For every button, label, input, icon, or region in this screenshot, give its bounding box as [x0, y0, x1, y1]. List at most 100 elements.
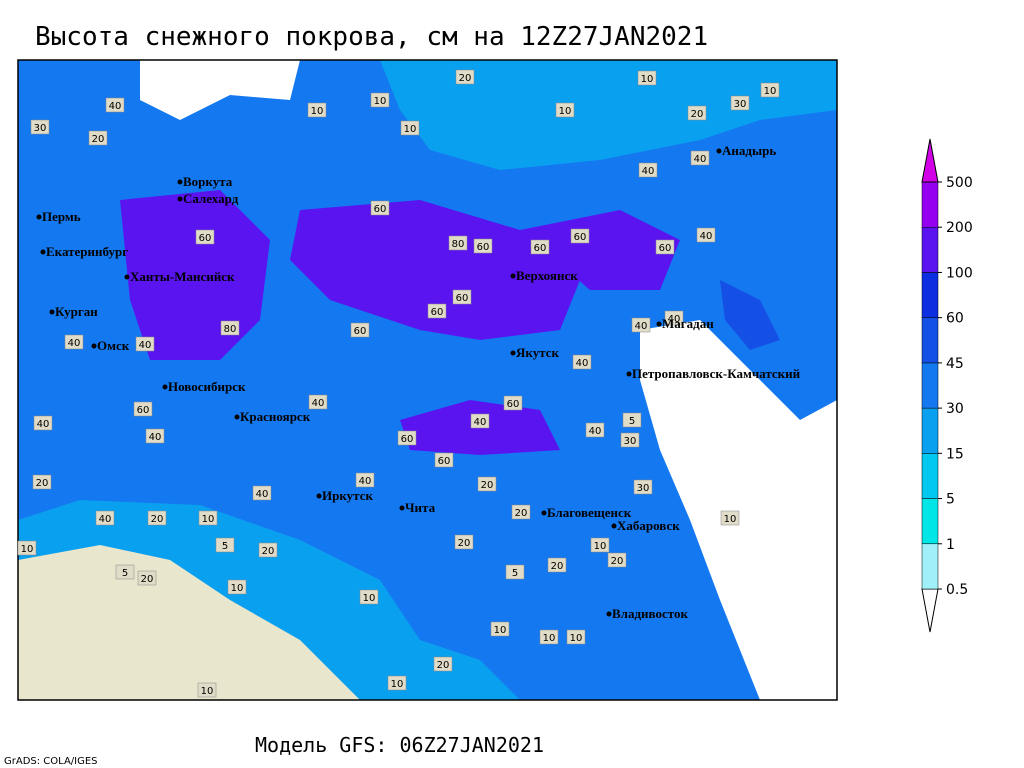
contour-label-box — [88, 130, 108, 146]
contour-label-box — [530, 239, 550, 255]
contour-label-box — [455, 69, 475, 85]
colorbar-label: 1 — [946, 537, 955, 553]
contour-label: 10 — [559, 106, 572, 117]
contour-label-box — [687, 105, 707, 121]
contour-label: 40 — [642, 166, 655, 177]
contour-label: 30 — [624, 436, 637, 447]
contour-label: 20 — [262, 546, 275, 557]
city-label: Верхоянск — [516, 268, 578, 283]
contour-label-box — [454, 534, 474, 550]
contour-label: 10 — [21, 544, 34, 555]
contour-label-box — [198, 510, 218, 526]
contour-label: 10 — [201, 686, 214, 697]
map-frame — [17, 59, 838, 701]
colorbar-segment — [921, 543, 939, 590]
contour-label: 40 — [68, 338, 81, 349]
contour-label: 10 — [764, 86, 777, 97]
city-dot — [611, 523, 617, 529]
contour-label-box — [622, 412, 642, 428]
contour-label-box — [30, 119, 50, 135]
contour-label: 40 — [256, 489, 269, 500]
contour-label-box — [511, 504, 531, 520]
contour-label-box — [473, 238, 493, 254]
city-label: Ханты-Мансийск — [130, 269, 235, 284]
contour-label-box — [115, 564, 135, 580]
contour-label: 20 — [551, 561, 564, 572]
contour-label: 60 — [431, 307, 444, 318]
contour-label-box — [32, 474, 52, 490]
contour-label-box — [730, 95, 750, 111]
contour-label-box — [570, 228, 590, 244]
contour-label-box — [620, 432, 640, 448]
colorbar-label: 15 — [946, 446, 964, 462]
contour-label: 60 — [137, 405, 150, 416]
region — [720, 280, 780, 350]
contour-label-box — [147, 510, 167, 526]
contour-label: 10 — [363, 593, 376, 604]
contour-label-box — [696, 227, 716, 243]
contour-label-box — [370, 92, 390, 108]
contour-label: 60 — [477, 242, 490, 253]
contour-label: 10 — [594, 541, 607, 552]
contour-label: 60 — [354, 326, 367, 337]
city-label: Хабаровск — [617, 518, 680, 533]
city-dot — [124, 274, 130, 280]
contour-label: 20 — [437, 660, 450, 671]
contour-label: 20 — [458, 538, 471, 549]
contour-label-box — [638, 162, 658, 178]
contour-label-box — [387, 675, 407, 691]
city-label: Петропавловск-Камчатский — [632, 366, 801, 381]
contour-label-box — [477, 476, 497, 492]
contour-label: 40 — [576, 358, 589, 369]
city-dot — [234, 414, 240, 420]
contour-label-box — [195, 229, 215, 245]
city-dot — [541, 510, 547, 516]
deep-snow — [520, 210, 680, 290]
colorbar-label: 60 — [946, 311, 964, 327]
contour-label-box — [655, 239, 675, 255]
colorbar-label: 5 — [946, 492, 955, 508]
contour-label-box — [664, 310, 684, 326]
contour-label: 5 — [122, 568, 128, 579]
contour-label-box — [607, 552, 627, 568]
colorbar-segment — [921, 453, 939, 499]
cities: Пермь Екатеринбург Воркута Салехард Ханты-Ма… — [36, 143, 801, 621]
contour-label-box — [633, 479, 653, 495]
contour-label-box — [359, 589, 379, 605]
contour-label: 10 — [494, 625, 507, 636]
contour-label: 30 — [734, 99, 747, 110]
contour-label: 40 — [474, 417, 487, 428]
city-dot — [399, 505, 405, 511]
contour-label-box — [566, 629, 586, 645]
contour-label: 10 — [311, 106, 324, 117]
contour-label-box — [197, 682, 217, 698]
city-dot — [177, 196, 183, 202]
contour-label-box — [355, 472, 375, 488]
contour-label-box — [350, 322, 370, 338]
contour-label-box — [585, 422, 605, 438]
contour-label: 40 — [149, 432, 162, 443]
contour-label: 20 — [691, 109, 704, 120]
contour-label-box — [637, 70, 657, 86]
colorbar-label: 100 — [946, 265, 973, 281]
contour-label: 40 — [99, 514, 112, 525]
contour-label-box — [400, 120, 420, 136]
contour-label: 10 — [543, 633, 556, 644]
contour-label: 60 — [507, 399, 520, 410]
contour-labels: 20 10 10 10 10 10 20 30 40 30 20 10 40 40 60 60 80 60 60 60… — [17, 69, 780, 698]
contour-label-box — [631, 317, 651, 333]
colorbar-segment — [921, 317, 939, 364]
contour-label: 20 — [481, 480, 494, 491]
contour-label-box — [690, 150, 710, 166]
city-dot — [49, 309, 55, 315]
contour-label: 60 — [534, 243, 547, 254]
colorbar-label: 500 — [946, 175, 973, 191]
contour-label: 40 — [668, 314, 681, 325]
contour-label: 40 — [109, 101, 122, 112]
contour-label: 30 — [637, 483, 650, 494]
contour-label: 20 — [141, 574, 154, 585]
snow-free-land — [18, 545, 360, 700]
contour-label-box — [17, 540, 37, 556]
